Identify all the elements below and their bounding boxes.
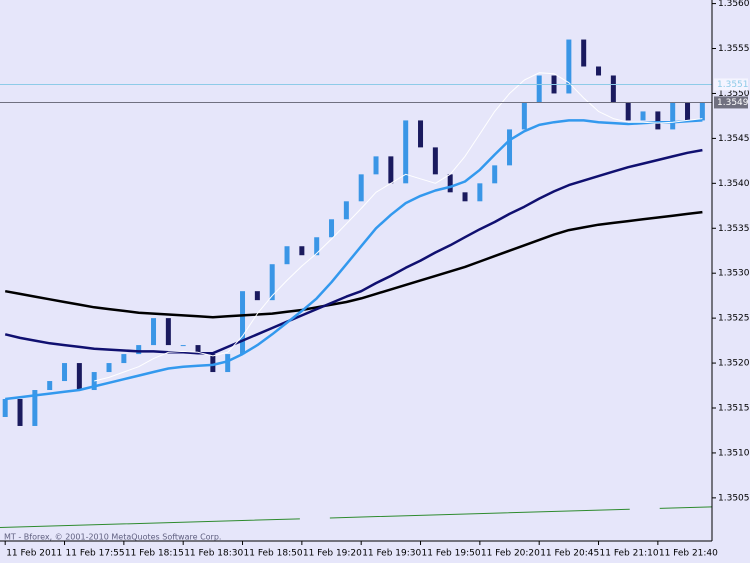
y-tick-label: 1.3510 [718,448,750,458]
x-tick-label: 11 Feb 18:50 [244,549,303,559]
candle [314,237,320,256]
candle [269,264,275,301]
y-tick-label: 1.3525 [718,314,750,324]
candle [62,363,68,382]
x-tick-label: 11 Feb 2011 [6,549,62,559]
y-tick-label: 1.3535 [718,224,750,234]
candle [685,102,691,121]
candle [655,111,661,130]
candle [388,156,394,184]
x-tick-label: 11 Feb 19:20 [303,549,362,559]
candle [106,363,112,373]
candle [640,111,646,121]
candle [225,354,231,373]
candle [195,345,201,355]
candle [343,201,349,220]
x-tick-label: 11 Feb 20:20 [481,549,540,559]
y-tick-label: 1.3560 [718,0,750,9]
x-tick-label: 11 Feb 19:30 [362,549,421,559]
price-label-box [714,96,748,109]
y-tick-label: 1.3550 [718,89,750,99]
candle [91,372,97,391]
candle [136,345,142,355]
candle [477,183,483,202]
x-tick-label: 11 Feb 18:30 [184,549,243,559]
candle [76,363,82,391]
moving-average [5,119,703,401]
candle [329,219,335,238]
candle [299,246,305,256]
candle [2,399,8,417]
candle [610,75,616,103]
candle [432,147,438,175]
price-label: 1.3551 [717,80,749,90]
y-tick-label: 1.3540 [718,179,750,189]
y-tick-label: 1.3520 [718,359,750,369]
candle [492,165,498,184]
x-tick-label: 11 Feb 21:10 [600,549,659,559]
candle [151,318,157,346]
candle [418,120,424,148]
moving-average [4,210,703,319]
y-tick-label: 1.3515 [718,403,750,413]
candle [536,75,542,103]
candle [17,399,23,426]
candle [240,291,246,355]
candle [447,174,453,193]
x-tick-label: 11 Feb 17:55 [66,549,125,559]
candle [284,246,290,265]
moving-average [94,72,703,382]
candle [403,120,409,184]
candle [521,102,527,130]
price-label-box [714,78,748,91]
candle [670,102,676,130]
y-tick-label: 1.3530 [718,269,750,279]
candle [373,156,379,175]
candle [596,66,602,76]
candle [165,318,171,346]
candle [699,102,705,121]
candle [566,39,572,94]
candle [625,102,631,121]
candle [462,192,468,202]
x-tick-label: 11 Feb 20:45 [540,549,599,559]
price-label: 1.3549 [717,98,749,108]
candle [254,291,260,301]
x-tick-label: 11 Feb 18:15 [125,549,184,559]
trendline [0,506,713,529]
watermark: MT - Bforex, © 2001-2010 MetaQuotes Soft… [4,533,221,542]
x-tick-label: 11 Feb 19:50 [422,549,481,559]
candle [32,390,38,426]
candle [47,381,53,391]
y-tick-label: 1.3505 [718,493,750,503]
moving-average [4,148,703,355]
x-tick-label: 11 Feb 21:40 [659,549,718,559]
y-tick-label: 1.3545 [718,134,750,144]
candle [358,174,364,202]
candle [180,345,186,347]
candle [581,39,587,67]
y-tick-label: 1.3555 [718,44,750,54]
candle [210,354,216,373]
candle [507,129,513,166]
candle [121,354,127,364]
